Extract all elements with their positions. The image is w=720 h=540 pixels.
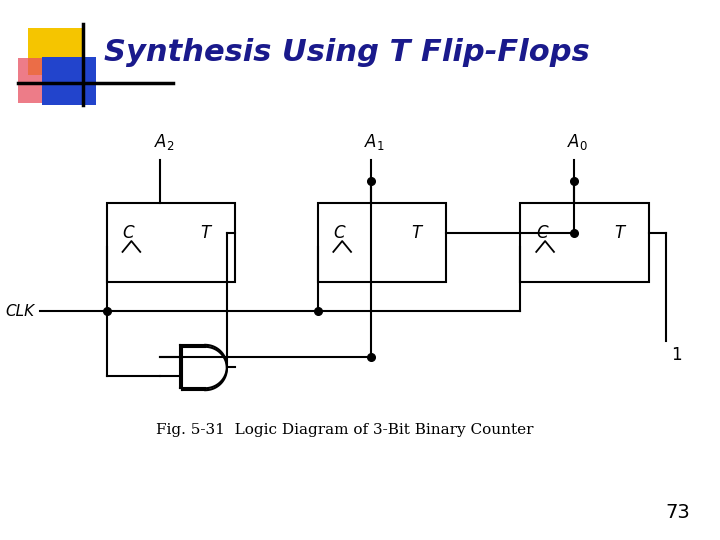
Text: $A_0$: $A_0$	[567, 132, 588, 152]
Text: 73: 73	[665, 503, 690, 522]
Text: T: T	[614, 224, 624, 242]
Text: Synthesis Using T Flip-Flops: Synthesis Using T Flip-Flops	[104, 38, 590, 67]
Text: C: C	[122, 224, 134, 242]
Bar	[42, 57, 96, 105]
Bar	[28, 28, 82, 75]
Bar	[107, 203, 235, 282]
Bar	[318, 203, 446, 282]
Text: Fig. 5-31  Logic Diagram of 3-Bit Binary Counter: Fig. 5-31 Logic Diagram of 3-Bit Binary …	[156, 423, 534, 436]
Bar	[521, 203, 649, 282]
Text: $A_2$: $A_2$	[153, 132, 174, 152]
Bar	[18, 58, 68, 103]
Text: $A_1$: $A_1$	[364, 132, 385, 152]
Text: C: C	[333, 224, 345, 242]
Text: T: T	[200, 224, 210, 242]
Text: CLK: CLK	[6, 304, 35, 319]
Text: T: T	[411, 224, 421, 242]
Text: 1: 1	[671, 346, 682, 364]
Text: C: C	[536, 224, 548, 242]
